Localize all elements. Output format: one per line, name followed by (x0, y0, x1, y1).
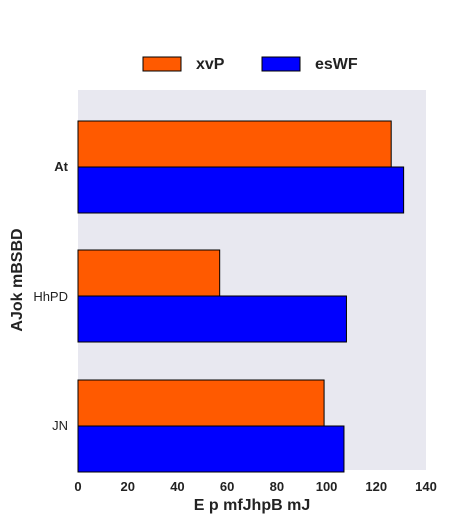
y-tick-label-jn: JN (52, 418, 68, 433)
legend-swatch-xvp (142, 56, 182, 72)
x-tick-label: 120 (365, 479, 387, 494)
x-tick-label: 60 (220, 479, 234, 494)
legend: xvP esWF (142, 56, 358, 73)
legend-swatch-eswf (261, 56, 301, 72)
bars-group (77, 120, 405, 473)
legend-label-xvp: xvP (196, 56, 225, 73)
x-tick-label: 0 (74, 479, 81, 494)
x-axis-title: E p mfJhpB mJ (194, 497, 310, 514)
y-tick-label-at: At (54, 159, 68, 174)
x-tick-label: 20 (120, 479, 134, 494)
x-tick-labels: 0 20 40 60 80 100 120 140 (74, 479, 436, 494)
x-tick-label: 80 (270, 479, 284, 494)
legend-label-eswf: esWF (315, 56, 358, 73)
y-tick-labels: At HhPD JN (33, 159, 68, 433)
x-tick-label: 140 (415, 479, 437, 494)
bar-eswf-at (77, 166, 405, 214)
bar-xvp-at (77, 120, 392, 168)
x-tick-label: 100 (316, 479, 338, 494)
x-tick-label: 40 (170, 479, 184, 494)
bar-eswf-hhpd (77, 295, 347, 343)
y-axis-title: AJok mBSBD (9, 228, 26, 331)
bar-xvp-jn (77, 379, 325, 427)
bar-xvp-hhpd (77, 249, 221, 297)
y-tick-label-hhpd: HhPD (33, 289, 68, 304)
bar-eswf-jn (77, 425, 345, 473)
